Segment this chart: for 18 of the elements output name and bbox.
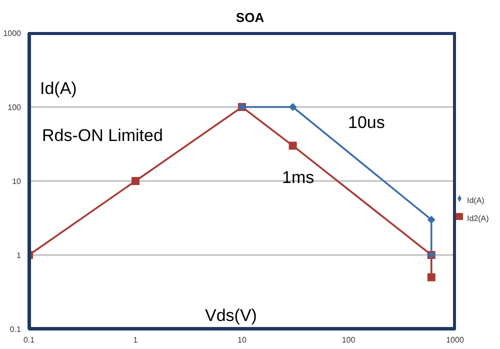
annotation: 10us — [348, 113, 385, 133]
y-tick-label: 100 — [8, 102, 22, 112]
x-tick-label: 1000 — [446, 336, 464, 345]
chart-title: SOA — [234, 10, 266, 25]
legend-label: Id2(A) — [467, 214, 489, 223]
x-tick-label: 10 — [238, 336, 247, 345]
annotation: 1ms — [282, 168, 314, 188]
x-tick-label: 1 — [133, 336, 138, 345]
legend-label: Id(A) — [467, 196, 484, 205]
y-tick-label: 1 — [16, 250, 22, 260]
x-tick-label: 0.1 — [23, 336, 36, 345]
annotation: Rds-ON Limited — [42, 126, 163, 146]
y-tick-label: 10 — [12, 176, 22, 186]
x-axis-title: Vds(V) — [205, 306, 257, 326]
y-tick-label: 1000 — [3, 28, 22, 38]
y-axis-title: Id(A) — [40, 79, 77, 99]
x-tick-label: 100 — [342, 336, 356, 345]
y-tick-label: 0.1 — [10, 324, 22, 334]
